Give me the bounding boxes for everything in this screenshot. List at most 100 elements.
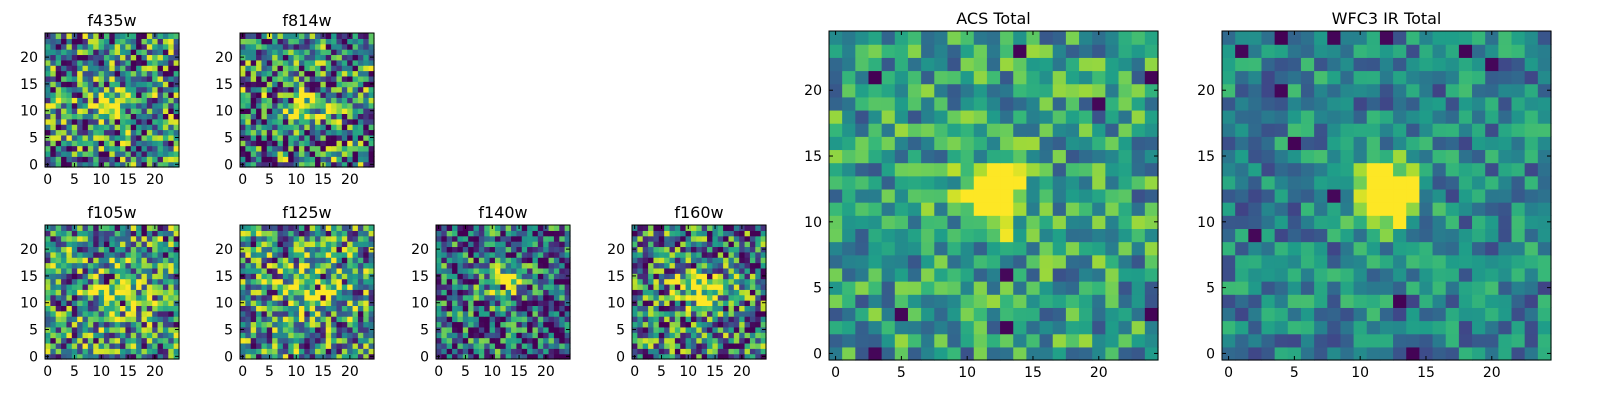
image-pixel	[347, 332, 354, 339]
image-pixel	[986, 96, 1001, 111]
image-pixel	[277, 124, 284, 131]
image-pixel	[868, 123, 883, 137]
image-pixel	[484, 283, 491, 290]
image-pixel	[120, 91, 126, 98]
image-pixel	[947, 57, 962, 72]
image-pixel	[1039, 70, 1054, 85]
image-pixel	[559, 353, 566, 360]
image-pixel	[157, 353, 164, 360]
image-pixel	[505, 251, 512, 258]
image-pixel	[664, 321, 671, 328]
image-pixel	[146, 353, 153, 360]
image-pixel	[559, 225, 566, 231]
image-pixel	[760, 278, 767, 285]
image-pixel	[71, 102, 78, 109]
image-pixel	[256, 97, 263, 104]
image-pixel	[77, 156, 84, 163]
image-pixel	[82, 289, 89, 296]
image-pixel	[61, 273, 68, 280]
image-pixel	[45, 38, 51, 45]
image-pixel	[272, 81, 279, 88]
y-tick-label: 10	[20, 296, 38, 312]
image-pixel	[1052, 136, 1067, 151]
image-pixel	[881, 228, 896, 243]
image-pixel	[173, 262, 180, 269]
image-pixel	[61, 316, 68, 323]
image-pixel	[500, 235, 507, 242]
image-pixel	[947, 202, 962, 216]
image-pixel	[55, 257, 62, 264]
image-pixel	[341, 43, 348, 50]
image-pixel	[473, 246, 480, 253]
image-pixel	[320, 337, 327, 344]
image-pixel	[120, 278, 126, 285]
image-pixel	[553, 251, 560, 258]
image-pixel	[357, 337, 364, 344]
image-pixel	[173, 75, 180, 82]
image-pixel	[146, 300, 153, 306]
image-pixel	[315, 251, 321, 258]
image-pixel	[1065, 202, 1080, 216]
image-pixel	[331, 230, 338, 237]
image-pixel	[298, 337, 305, 344]
image-pixel	[266, 278, 273, 285]
image-pixel	[680, 289, 687, 296]
image-pixel	[331, 241, 338, 248]
image-pixel	[293, 316, 300, 323]
image-pixel	[325, 230, 332, 237]
image-pixel	[457, 348, 464, 355]
image-pixel	[304, 38, 311, 45]
image-pixel	[66, 353, 73, 360]
image-pixel	[648, 294, 655, 301]
image-pixel	[527, 235, 534, 242]
image-pixel	[1131, 162, 1146, 177]
image-pixel	[723, 337, 730, 344]
image-pixel	[642, 305, 649, 312]
image-pixel	[168, 251, 175, 258]
image-pixel	[114, 91, 121, 98]
image-pixel	[336, 283, 343, 290]
image-pixel	[82, 316, 89, 323]
image-pixel	[733, 337, 740, 344]
image-pixel	[288, 278, 295, 285]
image-pixel	[71, 75, 78, 82]
image-pixel	[855, 31, 870, 45]
image-pixel	[494, 246, 501, 253]
image-pixel	[173, 283, 180, 290]
image-pixel	[82, 75, 89, 82]
image-pixel	[855, 307, 870, 322]
image-pixel	[66, 75, 73, 82]
image-pixel	[352, 43, 359, 50]
image-pixel	[240, 91, 246, 98]
image-pixel	[331, 118, 338, 125]
image-pixel	[907, 136, 922, 151]
image-pixel	[894, 162, 909, 177]
image-pixel	[1261, 215, 1276, 229]
image-pixel	[168, 59, 175, 66]
image-pixel	[1039, 333, 1054, 348]
image-pixel	[973, 109, 988, 124]
image-pixel	[653, 316, 660, 323]
image-pixel	[907, 123, 922, 137]
image-pixel	[712, 278, 719, 285]
image-pixel	[331, 156, 338, 163]
image-pixel	[669, 305, 676, 312]
image-pixel	[141, 156, 148, 163]
image-pixel	[87, 321, 94, 328]
image-pixel	[1105, 215, 1120, 229]
image-pixel	[436, 257, 442, 264]
image-pixel	[152, 124, 159, 131]
image-pixel	[446, 273, 453, 280]
image-pixel	[368, 321, 375, 328]
image-pixel	[907, 228, 922, 243]
image-pixel	[109, 241, 116, 248]
image-pixel	[685, 316, 692, 323]
image-pixel	[136, 97, 143, 104]
image-pixel	[82, 81, 89, 88]
image-pixel	[146, 289, 153, 296]
image-pixel	[664, 342, 671, 349]
image-pixel	[947, 241, 962, 256]
image-pixel	[136, 257, 143, 264]
image-pixel	[130, 54, 137, 61]
